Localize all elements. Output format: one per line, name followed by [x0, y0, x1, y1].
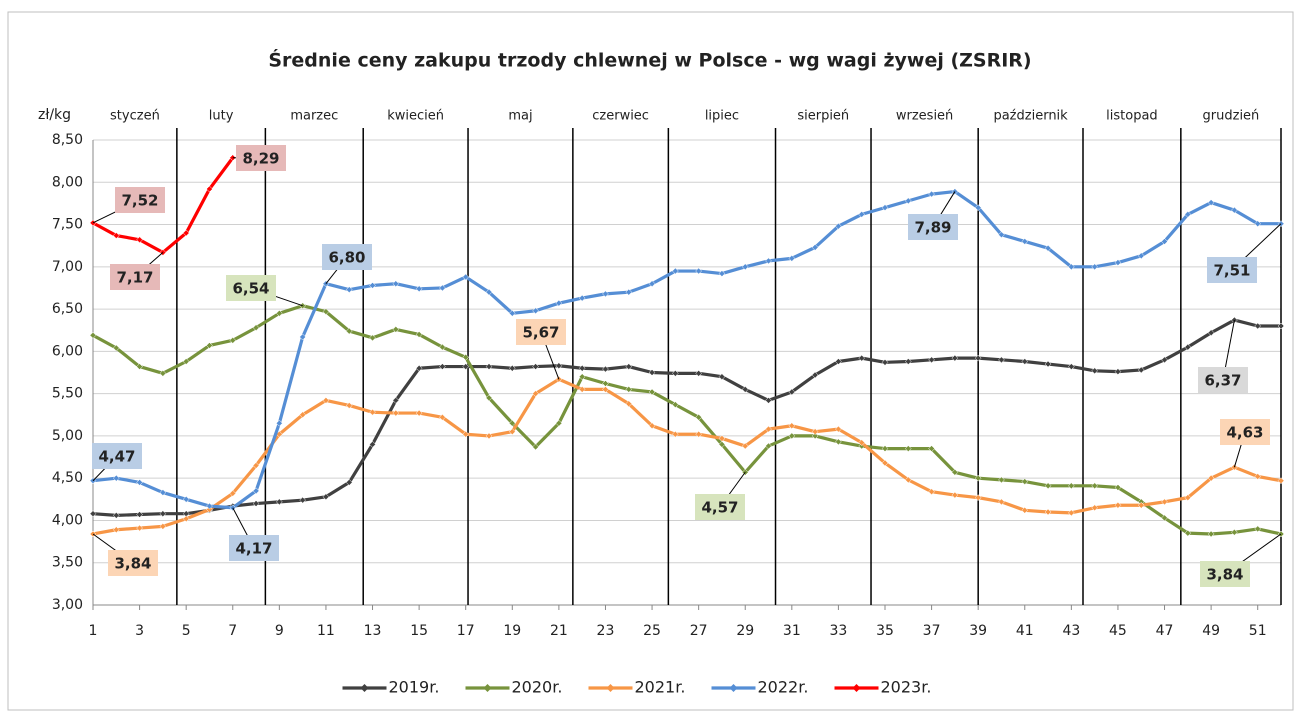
y-tick-label: 8,00 — [52, 174, 83, 190]
y-tick-label: 5,50 — [52, 386, 83, 402]
y-tick-label: 7,50 — [52, 217, 83, 233]
data-label: 4,17 — [235, 540, 272, 558]
month-label: czerwiec — [592, 109, 649, 124]
y-tick-label: 4,00 — [52, 512, 83, 528]
x-tick-label: 23 — [597, 623, 615, 639]
x-tick-label: 31 — [783, 623, 801, 639]
data-label: 6,37 — [1204, 372, 1241, 390]
data-label: 7,17 — [116, 269, 153, 287]
data-label: 7,52 — [121, 192, 158, 210]
data-label: 7,51 — [1213, 262, 1250, 280]
x-tick-label: 39 — [969, 623, 987, 639]
y-tick-label: 7,00 — [52, 259, 83, 275]
month-label: marzec — [290, 109, 338, 124]
x-tick-label: 15 — [410, 623, 428, 639]
x-tick-label: 21 — [550, 623, 568, 639]
data-label: 8,29 — [242, 150, 279, 168]
y-tick-label: 3,50 — [52, 555, 83, 571]
month-label: lipiec — [705, 109, 739, 124]
month-label: sierpień — [797, 109, 849, 124]
y-tick-label: 3,00 — [52, 597, 83, 613]
y-axis-label: zł/kg — [38, 107, 71, 123]
legend-label: 2021r. — [635, 678, 686, 697]
x-tick-label: 13 — [364, 623, 382, 639]
month-label: listopad — [1106, 109, 1158, 124]
x-tick-label: 9 — [275, 623, 284, 639]
data-label: 5,67 — [522, 324, 559, 342]
data-label: 3,84 — [114, 555, 151, 573]
x-tick-label: 51 — [1249, 623, 1267, 639]
x-tick-label: 17 — [457, 623, 475, 639]
data-label: 4,63 — [1226, 424, 1263, 442]
chart-title: Średnie ceny zakupu trzody chlewnej w Po… — [268, 48, 1031, 72]
x-tick-label: 43 — [1062, 623, 1080, 639]
x-tick-label: 37 — [923, 623, 941, 639]
month-label: wrzesień — [896, 109, 953, 124]
x-tick-label: 25 — [643, 623, 661, 639]
data-label: 6,80 — [328, 249, 365, 267]
y-tick-label: 6,00 — [52, 343, 83, 359]
x-tick-label: 29 — [736, 623, 754, 639]
data-label: 4,47 — [98, 448, 135, 466]
data-label: 3,84 — [1206, 566, 1243, 584]
data-label: 4,57 — [701, 499, 738, 517]
x-tick-label: 47 — [1156, 623, 1174, 639]
month-label: kwiecień — [387, 109, 444, 124]
legend-label: 2019r. — [389, 678, 440, 697]
legend-label: 2023r. — [881, 678, 932, 697]
y-tick-label: 5,00 — [52, 428, 83, 444]
legend-label: 2022r. — [758, 678, 809, 697]
month-label: grudzień — [1203, 109, 1260, 124]
x-tick-label: 7 — [228, 623, 237, 639]
month-label: styczeń — [110, 109, 160, 124]
x-tick-label: 5 — [182, 623, 191, 639]
x-tick-label: 11 — [317, 623, 335, 639]
x-tick-label: 35 — [876, 623, 894, 639]
x-tick-label: 41 — [1016, 623, 1034, 639]
x-tick-label: 3 — [135, 623, 144, 639]
x-tick-label: 49 — [1202, 623, 1220, 639]
y-tick-label: 6,50 — [52, 301, 83, 317]
x-tick-label: 45 — [1109, 623, 1127, 639]
data-label: 6,54 — [232, 280, 269, 298]
x-tick-label: 27 — [690, 623, 708, 639]
month-label: luty — [209, 109, 234, 124]
y-tick-label: 4,50 — [52, 470, 83, 486]
legend-label: 2020r. — [512, 678, 563, 697]
month-label: październik — [993, 109, 1068, 124]
x-tick-label: 19 — [503, 623, 521, 639]
x-tick-label: 33 — [829, 623, 847, 639]
month-label: maj — [508, 109, 532, 124]
y-tick-label: 8,50 — [52, 132, 83, 148]
data-label: 7,89 — [914, 219, 951, 237]
x-tick-label: 1 — [89, 623, 98, 639]
